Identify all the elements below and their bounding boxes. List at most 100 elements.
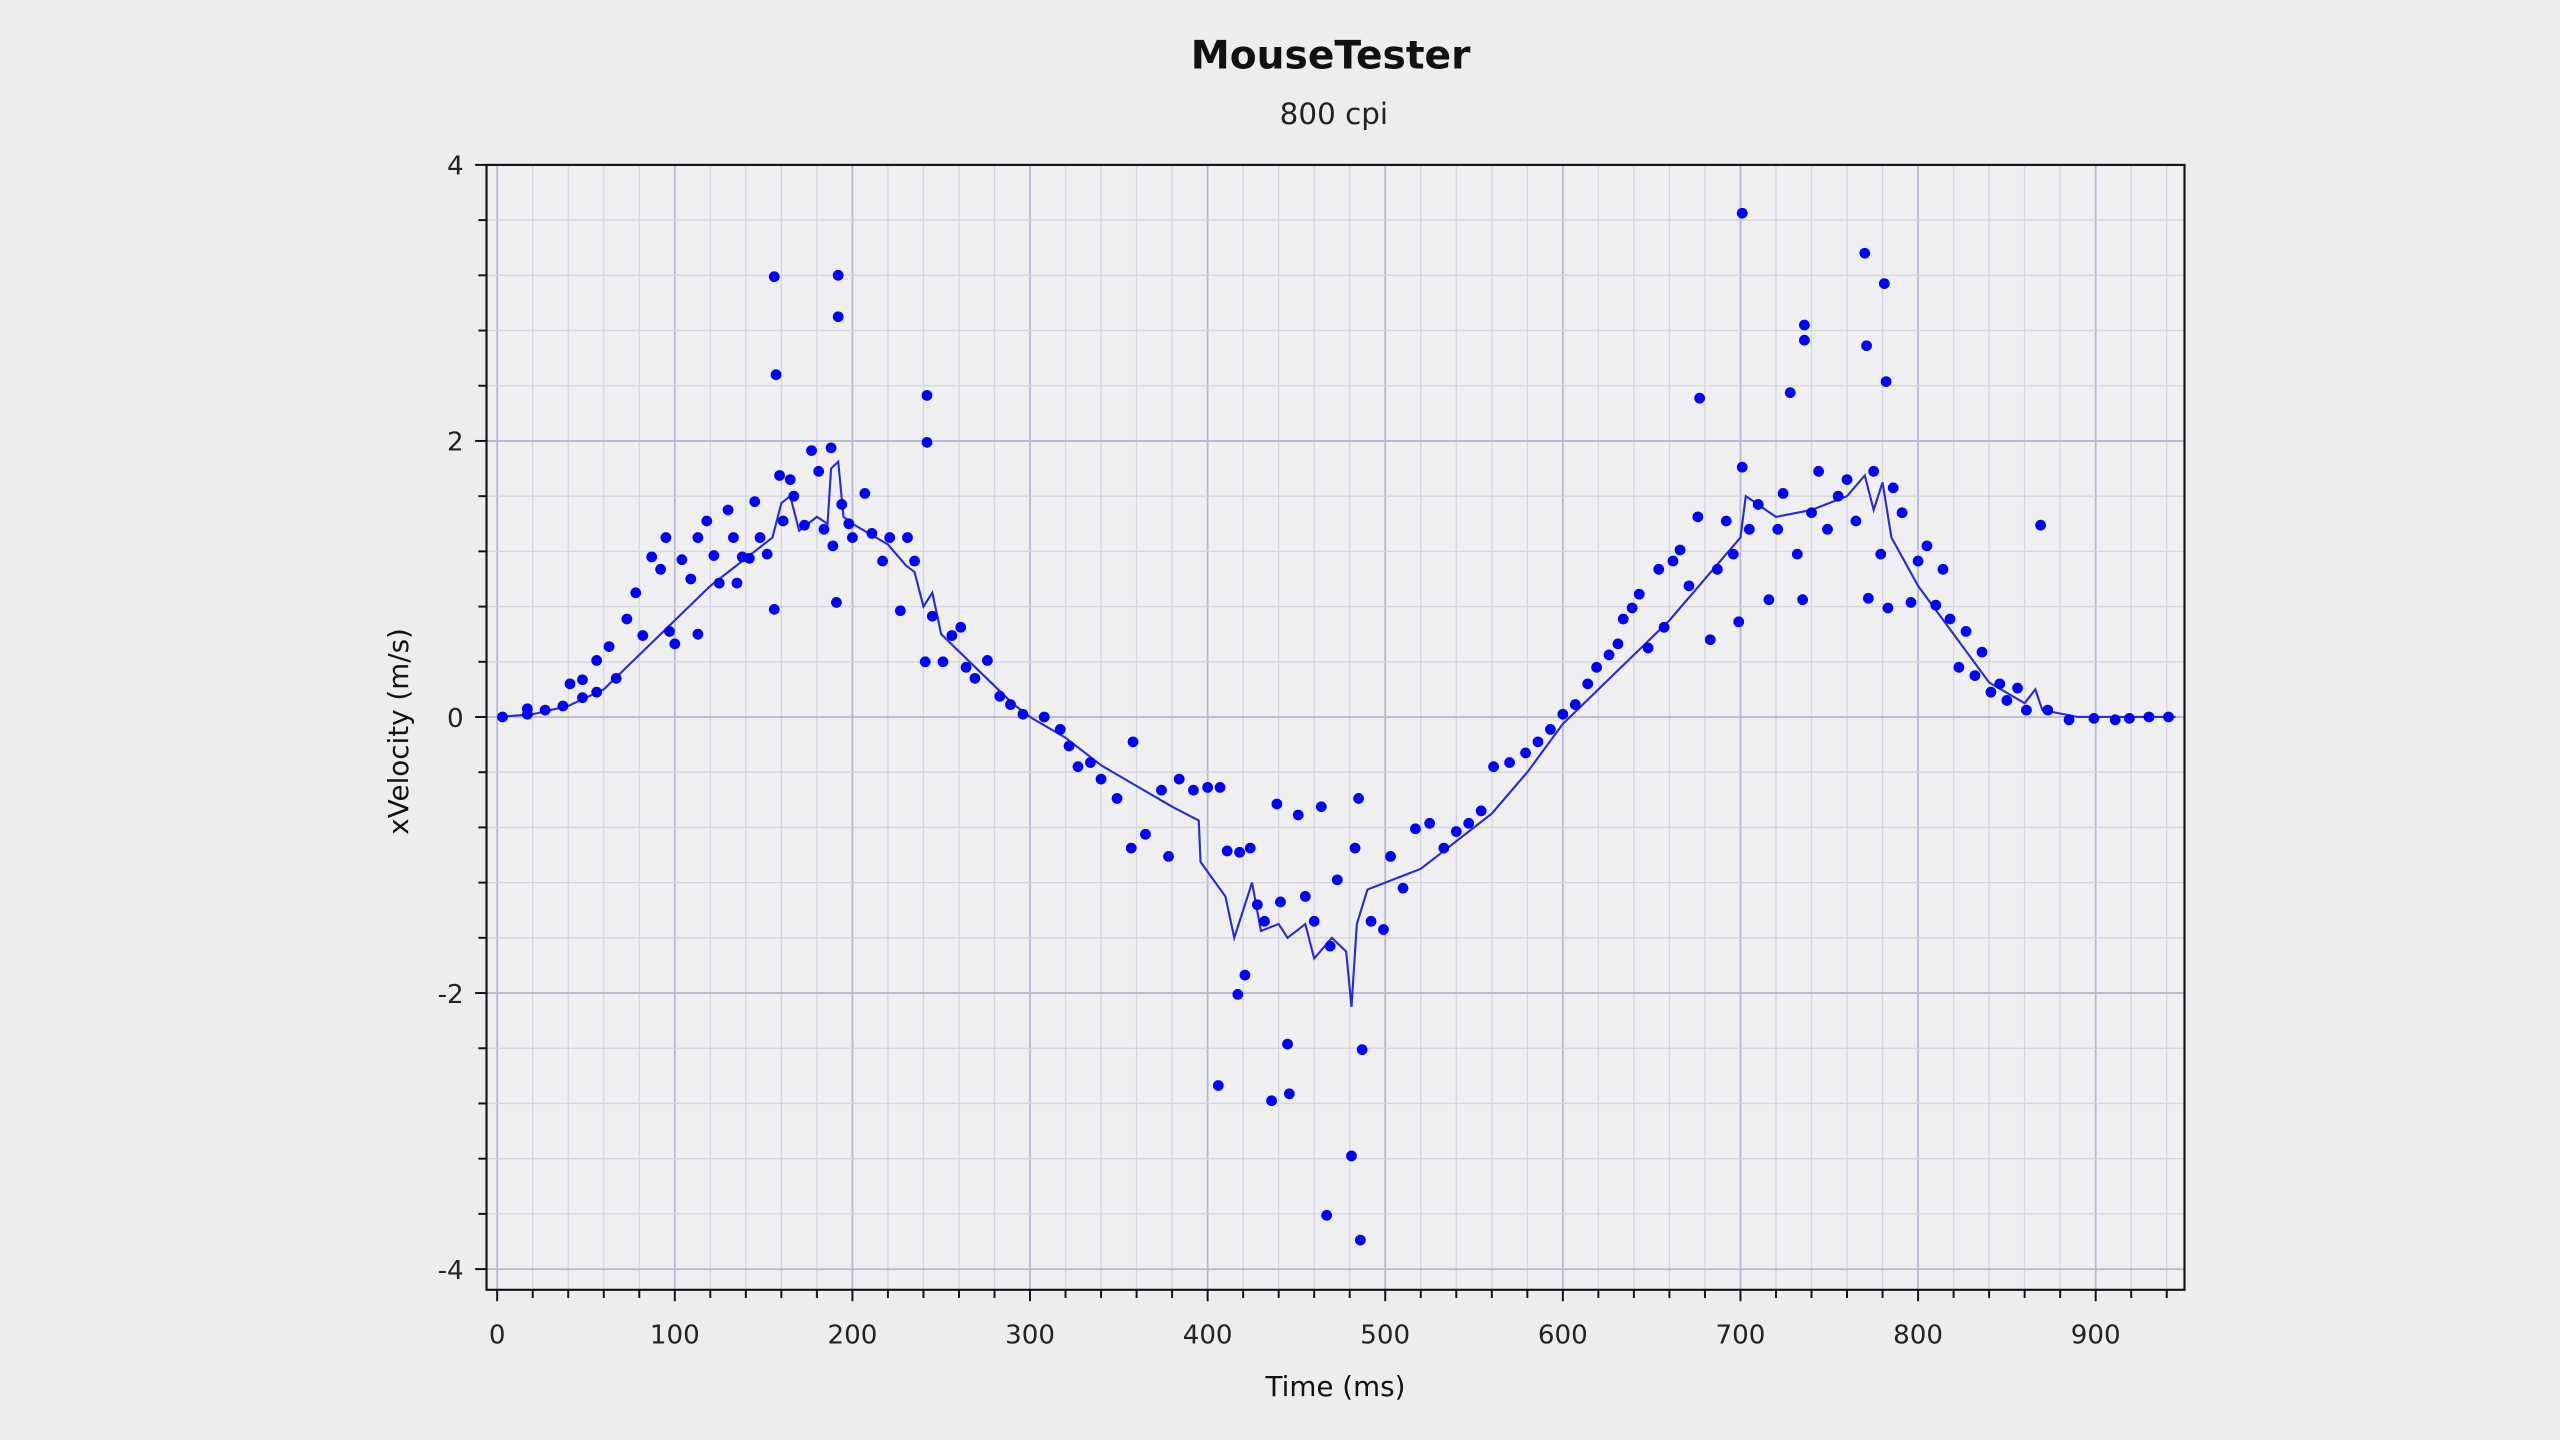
data-point [630,587,642,599]
data-point [831,597,842,608]
data-point [1532,736,1544,748]
data-point [660,532,672,543]
data-point [1921,540,1933,552]
data-point [692,532,704,543]
data-point [1727,548,1739,560]
data-point [1365,915,1377,927]
data-point [768,603,780,615]
data-point [1704,634,1716,646]
y-tick-label: -2 [438,980,464,1010]
data-point [2124,712,2135,724]
data-point [1017,708,1029,720]
data-point [564,678,576,690]
data-point [1603,649,1615,661]
axis-ticks: 0 100 200 300 400 500 600 700 800 900 4 2 0 -2 -4 [438,152,2168,1351]
data-point [1239,969,1251,981]
data-point [1591,661,1602,673]
data-point [1653,563,1665,575]
data-point [1085,757,1096,768]
plot-frame [485,163,2186,1291]
data-point [1488,761,1499,773]
y-tick-label: 4 [447,152,464,182]
data-point [1791,548,1803,560]
data-point [1752,499,1764,510]
x-tick-label: 400 [1183,1321,1233,1351]
y-tick-label: -4 [438,1256,464,1286]
data-point [1378,924,1389,935]
data-point [1743,523,1755,535]
data-point [1582,678,1594,690]
data-point [1667,555,1679,567]
data-point [1557,708,1569,720]
data-point [1976,646,1988,658]
data-point [676,554,688,566]
data-point [969,672,981,684]
data-point [749,496,761,508]
data-point [1985,686,1997,698]
data-point [1937,563,1949,575]
data-point [1438,842,1450,854]
data-point [646,551,658,563]
data-point [1674,544,1686,556]
data-point [731,577,743,589]
data-point [1271,798,1283,810]
data-point [1896,507,1908,519]
data-point [1188,784,1199,796]
data-point [744,552,755,564]
data-point [1763,594,1775,606]
data-point [902,532,913,543]
data-point [1292,809,1304,821]
data-point [843,518,855,530]
data-point [1822,523,1833,535]
data-point [1308,915,1320,927]
data-point [768,271,780,283]
data-point [955,621,967,633]
data-point [669,638,681,650]
data-point [1385,851,1396,862]
x-axis-label: Time (ms) [1265,1370,1406,1403]
data-point [1912,555,1924,567]
data-point [621,613,633,625]
data-point [1259,915,1270,927]
data-point [1504,757,1515,768]
data-point [728,532,739,543]
data-point [713,577,725,589]
data-point [521,703,533,715]
data-point [877,555,888,567]
x-tick-label: 0 [489,1321,506,1351]
data-point [1450,826,1462,837]
data-point [921,390,933,401]
data-point [1813,465,1824,477]
data-point [1953,661,1965,673]
data-point [685,573,697,585]
grid [486,164,2185,1290]
data-point [1156,784,1167,796]
data-point [1694,392,1705,404]
data-point [1875,548,1887,560]
data-point [1930,599,1942,611]
data-point [577,674,588,686]
data-point [1232,989,1244,1000]
data-point [664,626,675,637]
data-point [806,445,817,456]
data-point [1859,247,1871,259]
data-point [1960,626,1972,637]
data-point [1244,842,1256,854]
data-point [1841,474,1853,485]
data-point [1346,1150,1357,1162]
data-point [1221,845,1233,857]
data-point [859,488,871,499]
data-point [1642,642,1654,654]
data-point [836,499,848,510]
data-point [894,605,906,617]
data-point [1266,1095,1277,1107]
data-point [982,655,993,666]
data-point [784,474,796,485]
data-point [1799,334,1810,346]
data-point [1038,711,1050,723]
scatter-series [497,207,2174,1246]
data-point [1520,747,1531,759]
data-point [1862,592,1874,604]
data-point [909,555,920,567]
data-point [1349,842,1361,854]
